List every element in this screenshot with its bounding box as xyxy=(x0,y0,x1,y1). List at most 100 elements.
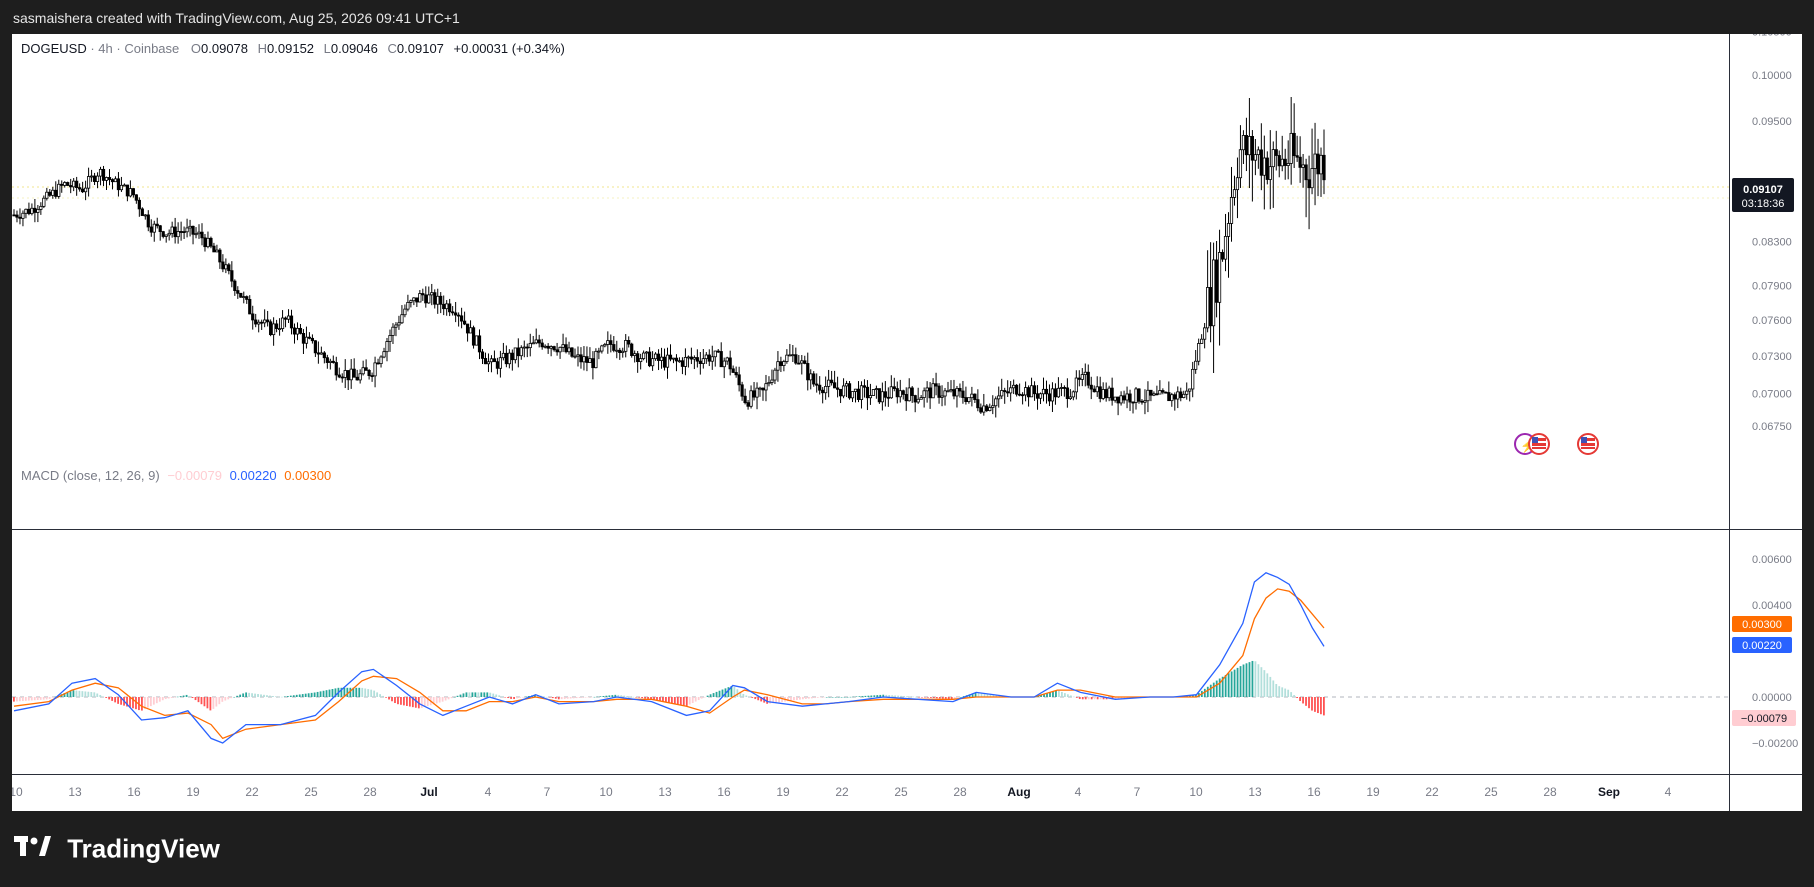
candle-body xyxy=(454,312,458,316)
candle-body xyxy=(1247,136,1251,156)
candle-body xyxy=(1003,390,1007,393)
candle-body xyxy=(382,351,386,358)
candle-body xyxy=(1009,387,1013,394)
candle-body xyxy=(164,234,168,237)
price-tick-label: 0.08300 xyxy=(1752,236,1792,248)
candle-body xyxy=(1185,390,1189,395)
hist-bar xyxy=(950,697,953,700)
event-icons[interactable]: ⚡ xyxy=(1514,433,1599,455)
candle-body xyxy=(325,357,329,363)
candle-body xyxy=(483,358,488,365)
candle-body xyxy=(1182,393,1186,398)
hist-bar xyxy=(1275,683,1278,697)
candle-body xyxy=(701,358,705,364)
candle-body xyxy=(662,356,667,368)
candle-body xyxy=(1256,149,1260,156)
hist-bar xyxy=(569,697,572,699)
hist-bar xyxy=(289,695,292,697)
candle-body xyxy=(248,299,252,315)
hist-bar xyxy=(1296,697,1299,699)
candle-body xyxy=(328,360,332,363)
hist-bar xyxy=(977,692,980,697)
candle-body xyxy=(364,367,368,371)
last-price-badge: 0.09107 03:18:36 xyxy=(1732,178,1794,212)
candle-body xyxy=(806,363,810,381)
hist-bar xyxy=(584,697,587,698)
candle-body xyxy=(1176,391,1180,400)
candle-body xyxy=(1200,338,1204,344)
candle-body xyxy=(636,353,640,363)
candle-body xyxy=(970,393,974,399)
chart-frame[interactable]: 0.105000.100000.095000.087000.083000.079… xyxy=(9,26,1802,811)
hist-bar xyxy=(983,693,986,697)
candle-body xyxy=(152,223,156,233)
hist-bar xyxy=(733,686,736,697)
hist-bar xyxy=(703,697,706,698)
hist-bar xyxy=(495,694,498,697)
candle-body xyxy=(862,385,867,388)
candle-body xyxy=(307,336,312,339)
hist-bar xyxy=(75,690,78,697)
time-tick-label: 10 xyxy=(599,785,613,799)
candle-body xyxy=(283,317,288,320)
hist-bar xyxy=(1281,687,1284,697)
hist-bar xyxy=(611,695,614,697)
candle-body xyxy=(624,340,628,352)
candle-body xyxy=(1059,387,1064,389)
candle-body xyxy=(940,395,944,398)
hist-bar xyxy=(307,693,310,697)
candle-body xyxy=(340,376,344,379)
hist-bar xyxy=(379,694,382,697)
candle-body xyxy=(931,383,935,399)
candle-body xyxy=(146,214,150,228)
hist-bar xyxy=(269,695,271,697)
candle-body xyxy=(51,189,55,196)
candle-body xyxy=(1044,388,1049,395)
hist-bar xyxy=(18,697,21,702)
hist-bar xyxy=(358,687,361,697)
candle-body xyxy=(1146,389,1150,402)
hist-bar xyxy=(1203,688,1206,697)
price-pane[interactable] xyxy=(12,34,1729,529)
candle-body xyxy=(964,397,968,402)
time-axis[interactable]: 10 13 16 19 22 25 28 Jul 4 7 10 13 16 19 22 25 28 Aug 4 7 10… xyxy=(9,785,1672,799)
candle-body xyxy=(75,180,79,189)
candle-body xyxy=(48,191,52,196)
candle-body xyxy=(78,187,82,190)
hist-bar xyxy=(1302,697,1304,704)
candle-body xyxy=(337,374,341,378)
candle-body xyxy=(934,383,938,387)
hist-bar xyxy=(1040,694,1042,697)
macd-pane[interactable] xyxy=(12,530,1729,774)
hist-bar xyxy=(132,697,134,709)
hist-bar xyxy=(635,697,638,698)
macd-axis[interactable]: 0.00600 0.00400 0.00000 −0.00200 xyxy=(1752,554,1798,750)
candle-body xyxy=(1173,394,1177,400)
hist-bar xyxy=(1299,697,1301,701)
hist-bar xyxy=(456,695,459,697)
time-tick-label: 16 xyxy=(717,785,731,799)
candle-body xyxy=(785,354,789,362)
candle-body xyxy=(182,231,186,234)
candle-body xyxy=(379,356,383,365)
candle-body xyxy=(847,383,852,399)
candle-body xyxy=(1211,259,1216,327)
candle-body xyxy=(310,337,315,342)
candle-body xyxy=(639,358,643,363)
hist-bar xyxy=(781,697,783,702)
candle-body xyxy=(606,340,610,345)
hist-bar xyxy=(498,695,501,697)
hist-bar xyxy=(403,697,405,706)
chart-svg[interactable]: 0.105000.100000.095000.087000.083000.079… xyxy=(9,26,1802,811)
hist-bar xyxy=(650,697,652,700)
candle-body xyxy=(543,345,547,348)
hist-bar xyxy=(1305,697,1307,706)
hist-bar xyxy=(1194,694,1197,697)
candle-body xyxy=(1289,132,1293,164)
candle-body xyxy=(1086,371,1090,386)
hist-bar xyxy=(560,697,563,700)
hist-bar xyxy=(995,695,998,697)
candle-body xyxy=(260,321,264,324)
hist-bar xyxy=(212,697,215,709)
price-axis[interactable]: 0.105000.100000.095000.087000.083000.079… xyxy=(1752,26,1792,433)
